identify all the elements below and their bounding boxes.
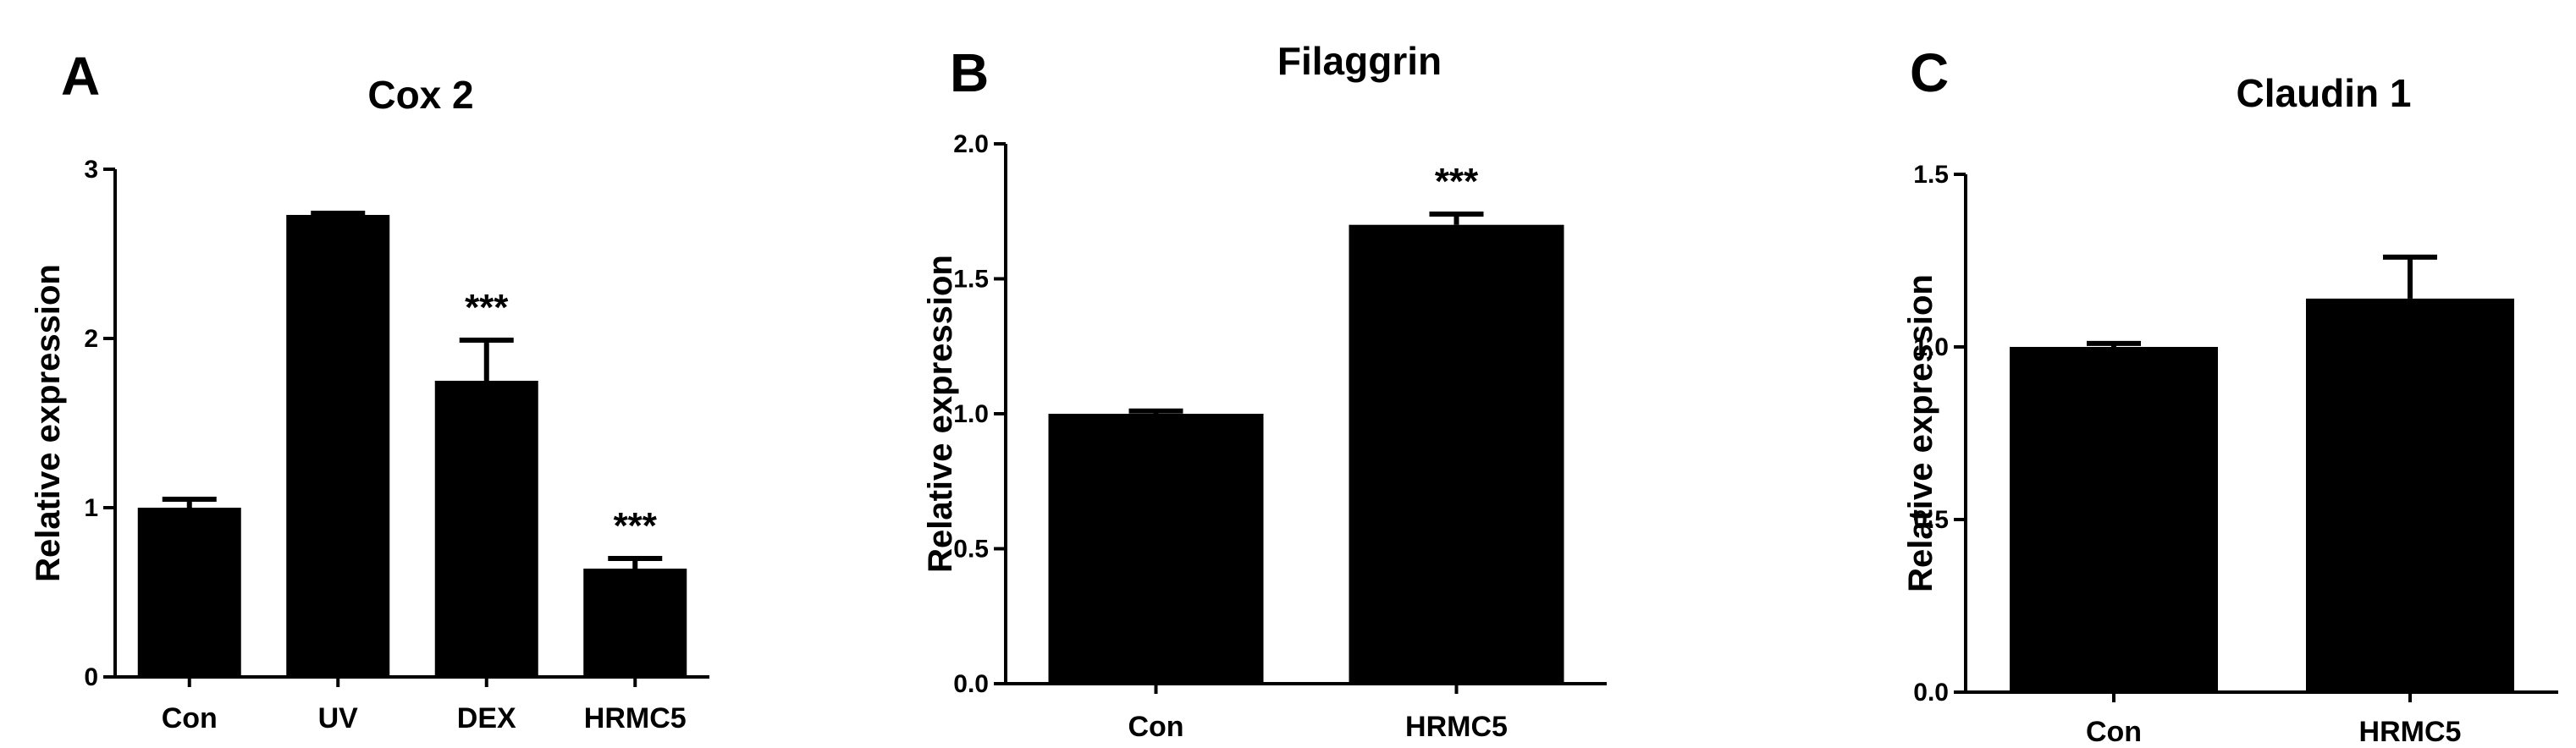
panel-b: B Filaggrin Relative expression 0.0 0.5 1.0 1.… [922,39,1607,743]
x-tick-label: Con [1128,711,1183,743]
y-axis-label: Relative expression [922,255,959,573]
x-tick-label: Con [162,702,218,734]
bar [1048,414,1264,684]
y-tick-label: 0.5 [1913,506,1949,534]
y-tick-label: 0.0 [1913,679,1949,707]
significance-label: *** [614,505,658,547]
chart-title: Filaggrin [1277,39,1442,83]
y-tick-label: 1.0 [953,400,989,428]
x-tick-label: UV [318,702,359,734]
bar [1349,224,1564,684]
panel-letter: A [61,46,100,107]
panel-letter: B [950,42,989,103]
x-tick-label: HRMC5 [584,702,687,734]
chart-title: Claudin 1 [2236,71,2411,115]
bar [434,381,538,677]
x-tick-label: HRMC5 [1405,711,1508,743]
x-tick-label: DEX [457,702,516,734]
significance-label: *** [1435,161,1479,202]
y-tick-label: 0.5 [953,536,989,564]
bar [583,569,687,677]
bar [286,215,390,677]
y-tick-label: 3 [84,156,98,184]
y-tick-label: 2.0 [953,130,989,158]
bar [137,508,241,677]
y-axis-label: Relative expression [1902,274,1939,592]
bar [2306,298,2514,692]
x-tick-label: Con [2086,716,2142,748]
y-axis-label: Relative expression [30,264,67,582]
y-tick-label: 1.5 [1913,161,1949,189]
y-tick-label: 0.0 [953,670,989,698]
y-tick-label: 1.0 [1913,333,1949,361]
y-tick-label: 2 [84,325,98,353]
y-tick-label: 0 [84,663,98,691]
panel-letter: C [1910,42,1949,103]
y-tick-label: 1 [84,494,98,522]
chart-title: Cox 2 [367,73,473,117]
x-tick-label: HRMC5 [2359,716,2462,748]
panel-a: A Cox 2 Relative expression 0 1 2 3 Con UV DEX ***… [30,46,709,734]
panel-c: C Claudin 1 Relative expression 0.0 0.5 1.0 1.… [1902,42,2558,748]
y-tick-label: 1.5 [953,266,989,294]
bar [2010,347,2218,692]
significance-label: *** [465,287,509,328]
